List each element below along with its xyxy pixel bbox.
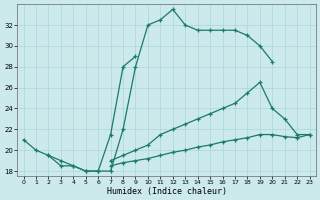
X-axis label: Humidex (Indice chaleur): Humidex (Indice chaleur) xyxy=(107,187,227,196)
